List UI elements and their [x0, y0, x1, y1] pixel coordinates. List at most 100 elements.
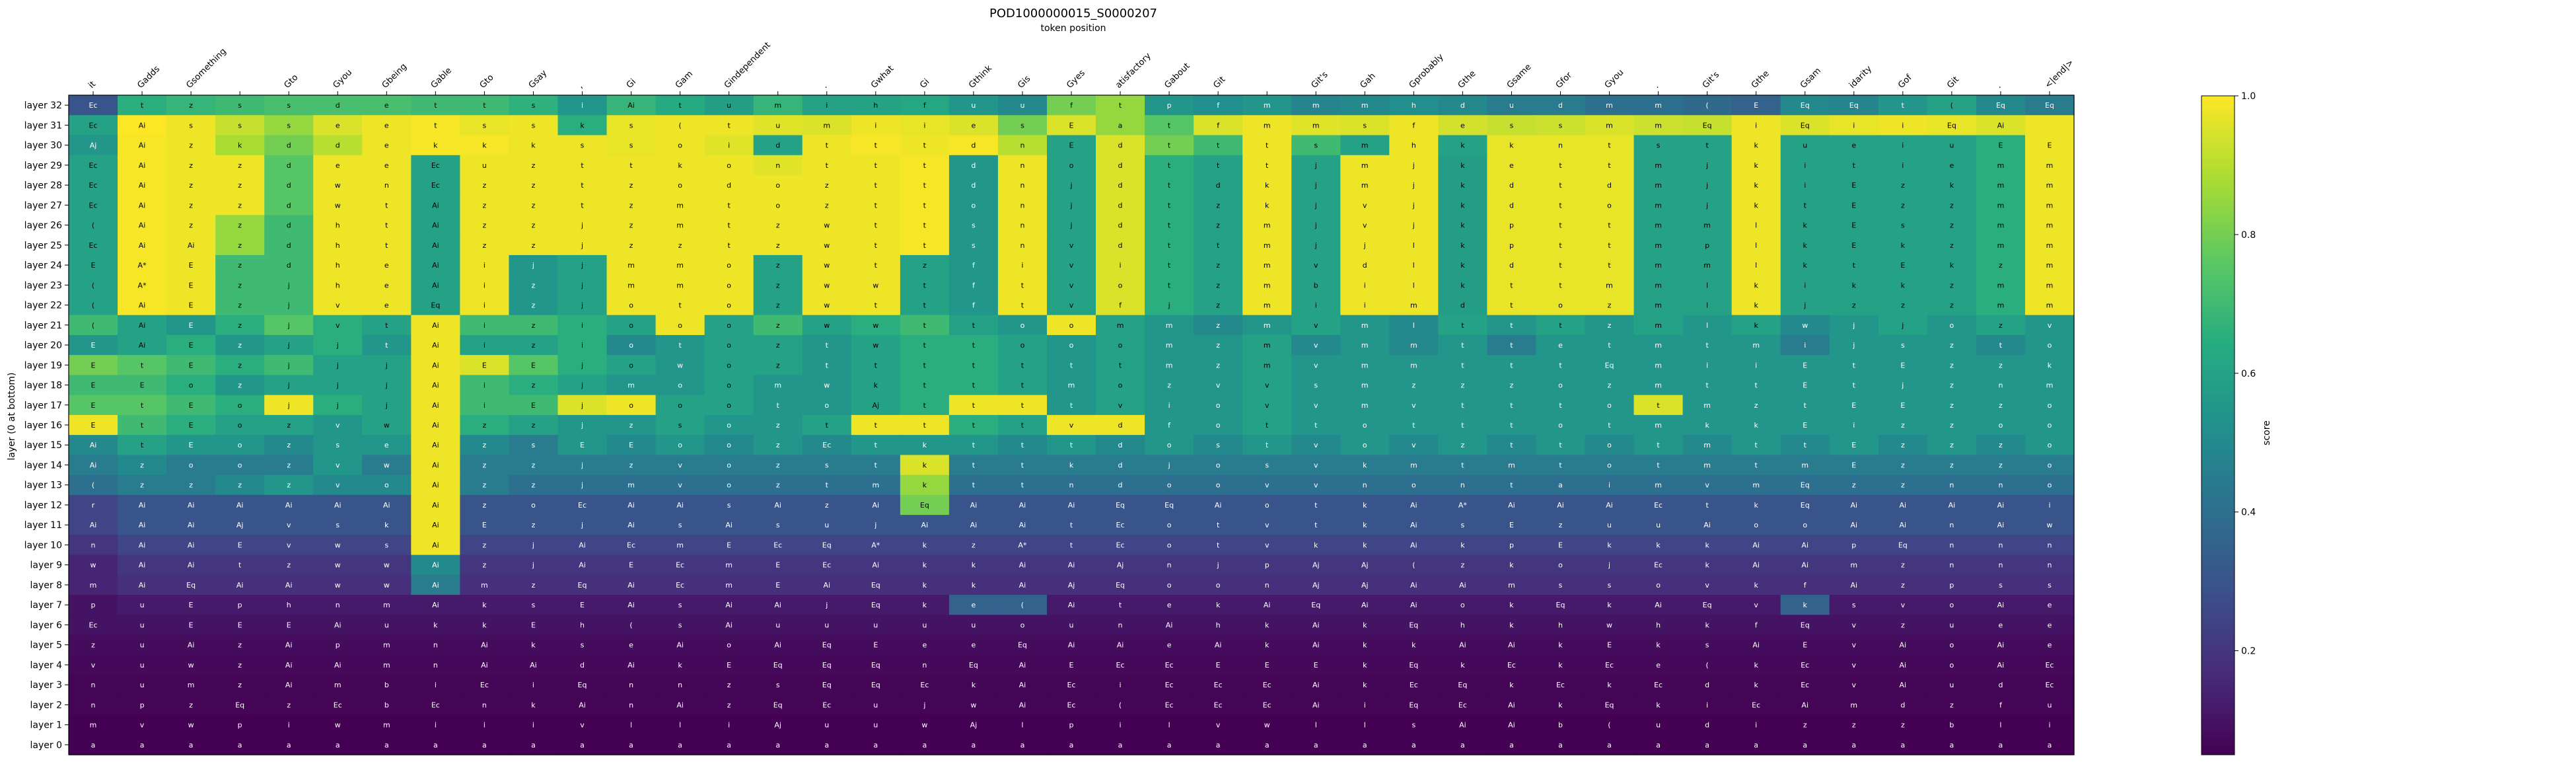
cell-label: e [972, 641, 976, 650]
cell-label: v [336, 301, 340, 310]
cell-label: m [1606, 121, 1613, 130]
cell-label: Eq [969, 661, 978, 670]
cell-label: j [581, 521, 583, 529]
heatmap-cell [851, 195, 901, 216]
cell-label: m [1997, 241, 2005, 250]
cell-label: o [2048, 341, 2052, 350]
cell-label: t [1705, 341, 1709, 350]
cell-label: Eq [773, 701, 783, 709]
cell-label: ( [92, 301, 94, 310]
cell-label: j [1314, 161, 1317, 170]
cell-label: Ai [1508, 641, 1515, 650]
heatmap-cell [1585, 215, 1635, 236]
heatmap-cell [1780, 135, 1830, 156]
heatmap-cell [1536, 195, 1586, 216]
cell-label: s [532, 121, 536, 130]
cell-label: t [1755, 441, 1758, 449]
cell-label: k [1412, 641, 1416, 650]
cell-label: w [1606, 621, 1612, 629]
y-tick-label: layer 19 [24, 360, 62, 371]
cell-label: Ai [1900, 501, 1907, 510]
cell-label: o [1167, 541, 1172, 549]
cell-label: o [238, 421, 242, 430]
y-tick-label: layer 3 [30, 680, 62, 691]
cell-label: s [629, 121, 633, 130]
cell-label: k [580, 121, 585, 130]
cell-label: Ai [1459, 721, 1466, 730]
cell-label: A* [138, 281, 147, 289]
x-tick-label: . [1652, 81, 1661, 91]
cell-label: o [678, 141, 682, 150]
cell-label: z [238, 361, 242, 369]
cell-label: s [1999, 581, 2003, 590]
heatmap-cell [1731, 155, 1781, 176]
cell-label: u [775, 121, 780, 130]
heatmap-cell [997, 115, 1048, 136]
cell-label: Ai [90, 441, 97, 449]
heatmap-cell [1633, 215, 1684, 236]
cell-label: m [383, 721, 390, 730]
cell-label: i [483, 281, 485, 289]
cell-label: n [1949, 561, 1954, 570]
cell-label: z [1950, 381, 1954, 390]
heatmap-cell [851, 155, 901, 176]
heatmap-cell [948, 115, 999, 136]
heatmap-cell [1438, 235, 1488, 256]
heatmap-cell [802, 235, 852, 256]
cell-label: m [90, 581, 97, 590]
cell-label: e [336, 161, 340, 170]
cell-label: m [2046, 161, 2054, 170]
cell-label: z [532, 421, 536, 430]
cell-label: j [1217, 561, 1219, 570]
heatmap-cell [606, 235, 657, 256]
heatmap-cell [1633, 115, 1684, 136]
cell-label: Ai [188, 521, 195, 529]
cell-label: k [923, 461, 927, 469]
cell-label: e [384, 301, 389, 310]
cell-label: d [287, 161, 291, 170]
cell-label: w [824, 281, 830, 289]
cell-label: w [335, 581, 341, 590]
heatmap-cell [118, 95, 167, 116]
heatmap-cell [1291, 135, 1341, 156]
cell-label: Ec [2045, 661, 2054, 670]
cell-label: m [1410, 341, 1417, 350]
cell-label: j [532, 261, 534, 270]
cell-label: t [1559, 281, 1562, 289]
cell-label: u [140, 661, 145, 670]
heatmap-cell [1487, 95, 1537, 116]
heatmap-cell [166, 215, 216, 236]
heatmap-cell [1682, 135, 1733, 156]
cell-label: s [1216, 441, 1220, 449]
cell-label: Ai [188, 641, 195, 650]
heatmap-cell [1438, 115, 1488, 136]
cell-label: z [1754, 401, 1758, 410]
heatmap-cell [1487, 174, 1537, 196]
cell-label: l [1168, 721, 1170, 730]
cell-label: n [1020, 201, 1024, 210]
cell-label: a [189, 741, 194, 749]
cell-label: k [433, 621, 438, 629]
cell-label: w [824, 221, 830, 230]
cell-label: j [1412, 221, 1415, 230]
heatmap-cell [118, 195, 167, 216]
heatmap-cell [606, 135, 657, 156]
cell-label: t [1705, 501, 1709, 510]
cell-label: k [238, 141, 242, 150]
heatmap-cell [1291, 174, 1341, 196]
cell-label: E [189, 321, 194, 330]
cell-label: k [1754, 141, 1758, 150]
heatmap-cell [1291, 115, 1341, 136]
cell-label: Ai [432, 601, 439, 609]
cell-label: n [1020, 221, 1024, 230]
cell-label: z [629, 421, 633, 430]
cell-label: Eq [920, 501, 929, 510]
cell-label: Ec [431, 161, 440, 170]
cell-label: n [1998, 381, 2003, 390]
cell-label: l [1413, 321, 1415, 330]
cell-label: m [1655, 421, 1662, 430]
cell-label: o [727, 361, 731, 369]
cell-label: Ai [90, 461, 97, 469]
cell-label: k [1460, 221, 1465, 230]
cell-label: o [1069, 161, 1074, 170]
